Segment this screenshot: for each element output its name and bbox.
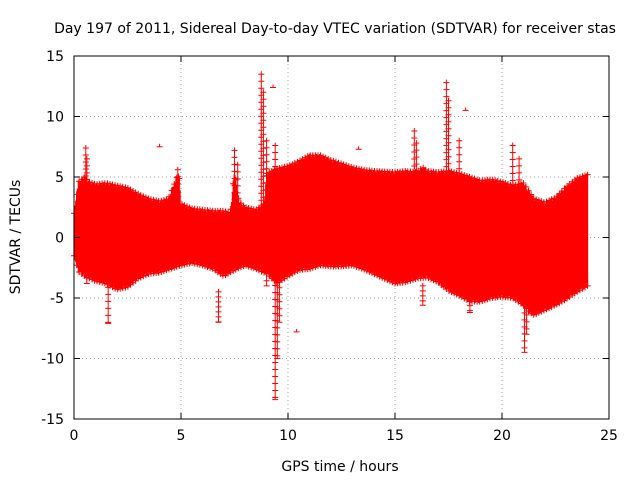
spike bbox=[258, 71, 265, 263]
spike-marker bbox=[419, 282, 426, 306]
spike bbox=[516, 155, 523, 263]
spike-marker bbox=[156, 143, 163, 148]
spike-marker bbox=[445, 97, 452, 269]
spike bbox=[413, 140, 420, 277]
spike bbox=[270, 84, 276, 88]
spike-marker bbox=[413, 140, 420, 277]
x-tick-label: 25 bbox=[600, 428, 618, 444]
spike bbox=[523, 276, 530, 335]
grid-lines bbox=[74, 56, 609, 419]
spike bbox=[419, 282, 426, 306]
spike-marker bbox=[462, 107, 469, 111]
spike-marker bbox=[231, 147, 238, 251]
spike-marker bbox=[466, 292, 473, 313]
spike-marker bbox=[355, 146, 362, 150]
spike-marker bbox=[293, 328, 300, 333]
spike bbox=[156, 143, 163, 148]
x-tick-label: 15 bbox=[386, 428, 404, 444]
spike bbox=[462, 107, 469, 111]
spike-marker bbox=[509, 142, 516, 269]
y-tick-label: -10 bbox=[41, 352, 64, 368]
spike bbox=[293, 328, 300, 333]
spike-marker bbox=[105, 228, 112, 324]
x-tick-label: 0 bbox=[70, 428, 79, 444]
x-tick-label: 5 bbox=[177, 428, 186, 444]
spike-marker bbox=[456, 137, 463, 257]
spike bbox=[215, 288, 222, 323]
y-tick-label: 5 bbox=[55, 170, 64, 186]
data-series bbox=[71, 71, 591, 401]
spike bbox=[509, 142, 516, 269]
spike bbox=[531, 301, 538, 316]
spike bbox=[234, 161, 241, 257]
data-band bbox=[73, 153, 589, 316]
spike-marker bbox=[276, 270, 283, 323]
y-tick-label: -15 bbox=[41, 412, 64, 428]
spike bbox=[456, 137, 463, 257]
spike-marker bbox=[82, 145, 89, 245]
spike bbox=[174, 166, 181, 263]
spike bbox=[83, 155, 90, 284]
spike bbox=[260, 89, 267, 269]
spike bbox=[276, 270, 283, 323]
spike-marker bbox=[174, 166, 181, 263]
spike bbox=[263, 137, 270, 287]
spike bbox=[355, 146, 362, 150]
spike-marker bbox=[516, 155, 523, 263]
y-tick-label: 0 bbox=[55, 231, 64, 247]
spike-marker bbox=[523, 276, 530, 335]
spike bbox=[445, 97, 452, 269]
y-tick-label: 10 bbox=[46, 110, 64, 126]
y-axis-label: SDTVAR / TECUs bbox=[8, 180, 24, 295]
spike-marker bbox=[270, 84, 276, 88]
spike-marker bbox=[83, 155, 90, 284]
spike-marker bbox=[531, 301, 538, 316]
spike-marker bbox=[260, 89, 267, 269]
x-tick-label: 20 bbox=[493, 428, 511, 444]
spike-marker bbox=[263, 137, 270, 287]
spike-marker bbox=[258, 71, 265, 263]
spike bbox=[82, 145, 89, 245]
chart-title: Day 197 of 2011, Sidereal Day-to-day VTE… bbox=[54, 21, 616, 37]
x-tick-label: 10 bbox=[279, 428, 297, 444]
spike-marker bbox=[234, 161, 241, 257]
spike bbox=[466, 292, 473, 313]
spike bbox=[231, 147, 238, 251]
y-tick-label: -5 bbox=[50, 291, 64, 307]
axis-ticks: 0 5 10 15 20 25 -15 -10 -5 0 5 10 15 bbox=[41, 49, 618, 444]
x-axis-label: GPS time / hours bbox=[281, 459, 398, 475]
spike bbox=[105, 228, 112, 324]
y-tick-label: 15 bbox=[46, 49, 64, 65]
spike-marker bbox=[215, 288, 222, 323]
